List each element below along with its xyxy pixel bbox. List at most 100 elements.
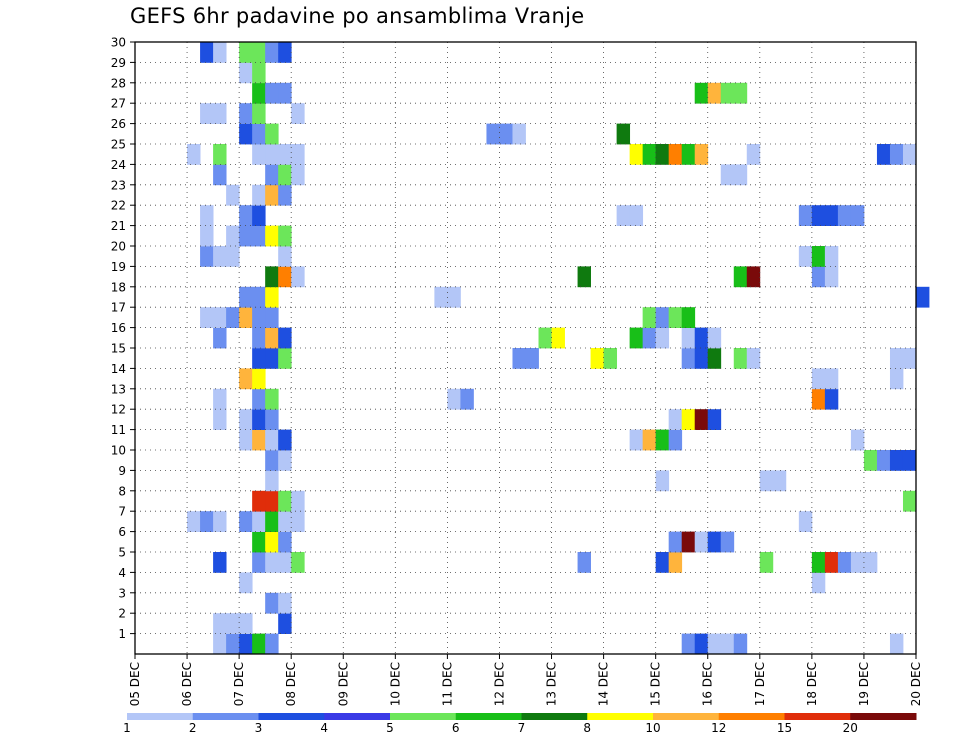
heatmap-cell xyxy=(551,327,565,349)
heatmap-cell xyxy=(291,266,305,288)
heatmap-cell xyxy=(577,266,591,288)
heatmap-cell xyxy=(278,613,292,634)
heatmap-cell xyxy=(590,348,604,369)
heatmap-cell xyxy=(278,225,292,247)
heatmap-cell xyxy=(252,348,266,369)
heatmap-cell xyxy=(278,164,292,186)
y-tick-label: 24 xyxy=(111,158,126,172)
heatmap-cell xyxy=(278,184,292,206)
heatmap-cell xyxy=(278,266,292,288)
colorbar-segment xyxy=(324,713,391,720)
y-tick-label: 26 xyxy=(111,117,126,131)
y-tick-label: 25 xyxy=(111,138,126,152)
heatmap-cell xyxy=(252,123,266,145)
heatmap-cell xyxy=(291,511,305,532)
heatmap-cell xyxy=(239,123,253,145)
heatmap-cell xyxy=(278,592,292,614)
heatmap-cell xyxy=(213,42,227,63)
heatmap-cell xyxy=(200,307,214,328)
x-tick-label: 06 DEC xyxy=(180,662,194,706)
heatmap-cell xyxy=(863,552,878,573)
heatmap-cell xyxy=(265,225,279,247)
heatmap-cell xyxy=(226,307,240,328)
heatmap-cell xyxy=(733,82,748,104)
heatmap-cell xyxy=(733,633,748,655)
heatmap-cell xyxy=(837,205,852,226)
heatmap-cell xyxy=(252,103,266,124)
colorbar-segment xyxy=(718,713,785,720)
heatmap-cell xyxy=(655,307,670,328)
y-tick-label: 8 xyxy=(118,484,126,498)
heatmap-cell xyxy=(668,531,683,553)
x-tick-label: 12 DEC xyxy=(492,662,506,706)
heatmap-cell xyxy=(655,327,670,349)
heatmap-cell xyxy=(798,511,813,532)
heatmap-cell xyxy=(265,388,279,410)
y-tick-label: 7 xyxy=(118,505,126,519)
x-tick-label: 13 DEC xyxy=(545,662,559,706)
heatmap-cell xyxy=(252,225,266,247)
heatmap-cell xyxy=(239,225,253,247)
colorbar-label: 6 xyxy=(452,721,460,735)
heatmap-cell xyxy=(239,429,253,451)
heatmap-cell xyxy=(642,429,657,451)
heatmap-cell xyxy=(863,450,878,471)
heatmap-cell xyxy=(278,490,292,512)
chart-title: GEFS 6hr padavine po ansamblima Vranje xyxy=(130,4,585,28)
heatmap-cell xyxy=(811,368,826,390)
heatmap-cell xyxy=(252,511,266,532)
heatmap-cell xyxy=(252,368,266,390)
heatmap-cell xyxy=(837,552,852,573)
heatmap-cell xyxy=(226,184,240,206)
heatmap-cell xyxy=(876,144,891,165)
heatmap-cell xyxy=(889,144,904,165)
heatmap-cell xyxy=(824,205,839,226)
heatmap-cell xyxy=(850,552,865,573)
y-tick-label: 10 xyxy=(111,444,126,458)
heatmap-cell xyxy=(759,470,774,492)
x-tick-label: 19 DEC xyxy=(857,662,871,706)
y-tick-label: 20 xyxy=(111,240,126,254)
heatmap-cell xyxy=(200,246,214,267)
heatmap-cell xyxy=(486,123,500,145)
colorbar-label: 7 xyxy=(518,721,526,735)
heatmap-cell xyxy=(278,246,292,267)
colorbar-label: 15 xyxy=(777,721,792,735)
heatmap-cell xyxy=(239,368,253,390)
heatmap-cell xyxy=(252,327,266,349)
heatmap-cell xyxy=(265,286,279,308)
heatmap-cell xyxy=(811,552,826,573)
heatmap-cell xyxy=(239,286,253,308)
heatmap-cell xyxy=(239,307,253,328)
heatmap-cell xyxy=(239,572,253,594)
colorbar-label: 20 xyxy=(843,721,858,735)
heatmap-cell xyxy=(265,82,279,104)
heatmap-cell xyxy=(265,348,279,369)
heatmap-cell xyxy=(239,205,253,226)
heatmap-cell xyxy=(538,327,552,349)
y-tick-label: 2 xyxy=(118,607,126,621)
heatmap-cell xyxy=(681,327,696,349)
heatmap-cell xyxy=(265,552,279,573)
heatmap-cell xyxy=(213,164,227,186)
heatmap-cell xyxy=(603,348,618,369)
colorbar-segment xyxy=(455,713,522,720)
heatmap-cell xyxy=(265,511,279,532)
heatmap-cell xyxy=(200,225,214,247)
heatmap-cell xyxy=(239,511,253,532)
heatmap-cell xyxy=(707,348,722,369)
heatmap-cell xyxy=(265,42,279,63)
colorbar-label: 3 xyxy=(255,721,263,735)
heatmap-cell xyxy=(239,409,253,430)
heatmap-cell xyxy=(850,205,865,226)
heatmap-cell xyxy=(746,266,761,288)
heatmap-cell xyxy=(252,184,266,206)
heatmap-cell xyxy=(902,144,917,165)
heatmap-cell xyxy=(187,511,201,532)
colorbar-label: 12 xyxy=(711,721,726,735)
heatmap-cell xyxy=(291,103,305,124)
heatmap-cell xyxy=(655,144,670,165)
heatmap-cell xyxy=(460,388,474,410)
heatmap-cell xyxy=(278,552,292,573)
